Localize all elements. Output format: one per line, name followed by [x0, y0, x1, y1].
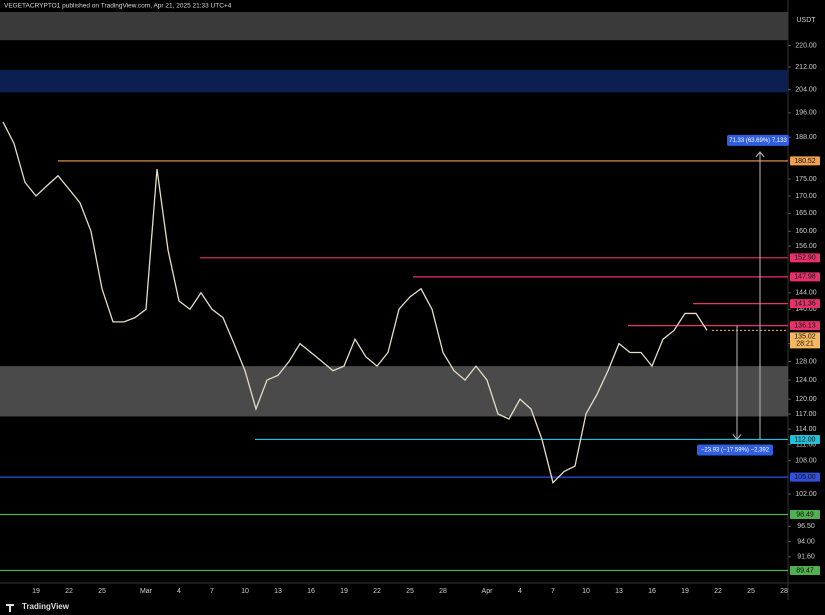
level-label: 147.98 [794, 274, 816, 281]
x-tick-label: 13 [615, 588, 623, 595]
publisher: VEGETACRYPTO1 published on TradingView.c… [4, 3, 232, 10]
x-tick-label: 7 [210, 588, 214, 595]
measure-label: −23.93 (−17.59%) −2,392 [701, 448, 770, 454]
x-tick-label: 19 [32, 588, 40, 595]
level-label: 136.13 [794, 322, 816, 329]
y-tick-label: 117.00 [796, 411, 817, 418]
level-tag [790, 509, 820, 519]
x-tick-label: 16 [648, 588, 656, 595]
x-tick-label: 28 [439, 588, 447, 595]
y-tick-label: 128.00 [795, 358, 817, 365]
y-tick-label: 175.00 [795, 176, 817, 183]
x-tick-label: 16 [307, 588, 315, 595]
x-tick-label: Apr [482, 588, 494, 595]
y-tick-label: 91.60 [797, 554, 815, 561]
x-tick-label: 22 [373, 588, 381, 595]
x-tick-label: 10 [241, 588, 249, 595]
level-tag [790, 434, 820, 444]
price-zone [0, 366, 788, 417]
level-tag [790, 321, 820, 331]
x-tick-label: 13 [274, 588, 282, 595]
x-tick-label: Mar [140, 588, 153, 595]
brand-logo [6, 604, 14, 612]
level-tag [790, 566, 820, 576]
y-tick-label: 188.00 [795, 134, 817, 141]
y-tick-label: 144.00 [795, 290, 817, 297]
level-tag [790, 472, 820, 482]
x-tick-label: 25 [406, 588, 414, 595]
y-tick-label: 165.00 [795, 210, 817, 217]
y-tick-label: 114.00 [796, 426, 817, 433]
current-price-tag [790, 332, 820, 349]
x-tick-label: 22 [714, 588, 722, 595]
y-tick-label: 96.50 [797, 523, 815, 530]
level-tag [790, 156, 820, 166]
y-tick-label: 170.00 [795, 193, 817, 200]
x-tick-label: 19 [340, 588, 348, 595]
x-tick-label: 25 [747, 588, 755, 595]
level-label: 105.00 [794, 474, 816, 481]
level-label: 112.00 [795, 436, 816, 443]
level-label: 180.52 [794, 158, 816, 165]
level-label: 89.47 [796, 567, 814, 574]
level-label: 152.90 [794, 255, 816, 262]
x-tick-label: 19 [681, 588, 689, 595]
y-tick-label: 102.00 [795, 491, 817, 498]
countdown: 28:21 [796, 341, 814, 348]
y-tick-label: 220.00 [795, 42, 817, 49]
level-tag [790, 272, 820, 282]
x-tick-label: 10 [582, 588, 590, 595]
y-tick-label: 124.00 [795, 377, 817, 384]
x-tick-label: 22 [65, 588, 73, 595]
y-tick-label: 204.00 [795, 86, 817, 93]
current-price-label: 135.02 [794, 334, 816, 341]
x-tick-label: 25 [98, 588, 106, 595]
y-tick-label: 111.00 [796, 442, 816, 449]
level-tag [790, 299, 820, 309]
x-tick-label: 4 [518, 588, 522, 595]
brand: TradingView [22, 602, 70, 611]
arrow-head [732, 434, 742, 441]
currency: USDT [796, 17, 816, 24]
price-zone [0, 12, 788, 41]
level-label: 141.36 [794, 300, 816, 307]
y-tick-label: 120.00 [795, 396, 817, 403]
level-tag [790, 253, 820, 263]
arrow-head [755, 151, 765, 158]
y-tick-label: 108.00 [795, 458, 817, 465]
y-tick-label: 196.00 [795, 110, 817, 117]
measure-label: 71.33 (63.69%) 7,133 [729, 138, 787, 144]
y-tick-label: 156.00 [795, 243, 817, 250]
x-tick-label: 7 [551, 588, 555, 595]
y-tick-label: 140.00 [795, 306, 817, 313]
y-tick-label: 212.00 [795, 64, 817, 71]
y-tick-label: 160.00 [795, 228, 817, 235]
measure-box [697, 444, 773, 456]
level-label: 98.49 [796, 511, 814, 518]
x-tick-label: 28 [780, 588, 788, 595]
price-zone [0, 69, 788, 93]
price-line [2, 121, 708, 484]
x-tick-label: 4 [177, 588, 181, 595]
measure-box [727, 134, 789, 146]
y-tick-label: 94.00 [797, 539, 815, 546]
